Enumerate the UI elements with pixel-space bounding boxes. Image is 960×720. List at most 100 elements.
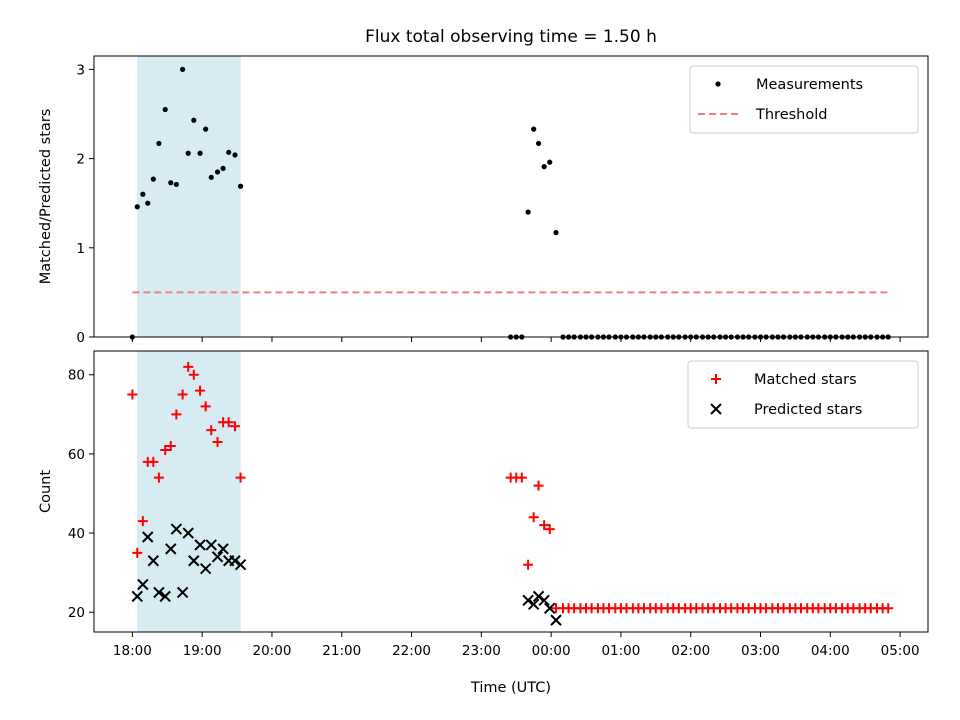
data-point: [177, 389, 188, 400]
data-point: [205, 539, 217, 551]
data-point: [535, 140, 542, 147]
y-tick-label: 80: [68, 368, 85, 384]
data-point: [547, 159, 553, 165]
data-point: [533, 480, 544, 491]
data-point: [142, 531, 154, 543]
data-point: [528, 512, 539, 523]
data-point: [553, 230, 559, 236]
data-point: [235, 472, 246, 483]
data-point: [176, 586, 189, 599]
y-tick-label: 2: [76, 152, 85, 168]
data-point: [539, 520, 550, 531]
x-tick-label: 05:00: [881, 643, 920, 659]
data-point: [188, 555, 200, 567]
legend-label: Predicted stars: [754, 402, 862, 418]
data-point: [127, 389, 138, 400]
y-axis-label: Matched/Predicted stars: [38, 109, 54, 285]
y-tick-label: 60: [68, 447, 85, 463]
x-axis-label: Time (UTC): [470, 680, 551, 696]
data-point: [147, 555, 160, 567]
data-point: [217, 543, 229, 555]
x-tick-label: 18:00: [113, 643, 152, 659]
data-point: [180, 66, 186, 72]
data-point: [220, 165, 226, 171]
data-point: [523, 559, 534, 570]
y-tick-label: 1: [76, 241, 85, 257]
x-tick-label: 01:00: [601, 643, 640, 659]
data-point: [211, 551, 224, 563]
series-predicted-stars: [131, 523, 562, 626]
data-point: [170, 523, 183, 535]
legend-box: [687, 360, 919, 429]
data-point: [544, 602, 556, 614]
legend-label: Threshold: [755, 107, 827, 123]
data-point: [214, 169, 221, 175]
data-point: [516, 472, 527, 483]
data-point: [550, 614, 562, 626]
data-point: [234, 559, 247, 571]
data-point: [538, 594, 550, 607]
data-point: [153, 586, 165, 599]
axes-frame: [93, 350, 929, 633]
x-tick-label: 21:00: [322, 643, 361, 659]
legend-label: Measurements: [756, 77, 863, 93]
data-point: [883, 603, 894, 614]
data-point: [223, 417, 234, 428]
data-point: [203, 126, 209, 132]
legend-marker: [710, 403, 722, 415]
bottom-panel: 20 40 60 80 18:00 19:00 20:00 21:00 22:00 23:00 00…: [38, 350, 929, 696]
data-point: [229, 555, 241, 567]
data-point: [194, 539, 206, 551]
x-tick-label: 23:00: [462, 643, 501, 659]
x-tick-label: 04:00: [811, 643, 850, 659]
y-tick-label: 0: [76, 330, 85, 346]
data-point: [159, 590, 171, 603]
y-tick-label: 40: [68, 526, 85, 542]
data-point: [200, 401, 211, 412]
x-tick-label: 03:00: [741, 643, 780, 659]
legend-label: Matched stars: [754, 372, 857, 388]
y-tick-label: 3: [76, 62, 85, 78]
data-point: [137, 516, 148, 527]
data-point: [199, 562, 212, 575]
data-point: [237, 183, 244, 189]
legend-box: [689, 65, 919, 134]
legend-marker: [711, 374, 721, 384]
data-point: [232, 152, 238, 158]
data-point: [171, 409, 182, 420]
legend-marker: [715, 81, 721, 87]
data-point: [131, 590, 143, 603]
data-point: [195, 385, 206, 396]
data-point: [183, 361, 194, 372]
data-point: [188, 369, 199, 380]
data-point: [168, 180, 174, 186]
x-tick-label: 19:00: [183, 643, 222, 659]
data-point: [532, 590, 545, 603]
y-tick-label: 20: [68, 605, 85, 621]
x-tick-label: 20:00: [253, 643, 292, 659]
data-point: [185, 150, 191, 156]
data-point: [212, 437, 223, 448]
data-point: [140, 191, 146, 197]
data-point: [162, 106, 168, 113]
top-panel: 0 1 2 3 Matched/Predicted stars Flux total ob…: [38, 27, 929, 346]
data-point: [134, 204, 140, 210]
shaded-span: [137, 56, 241, 337]
x-tick-label: 02:00: [671, 643, 710, 659]
data-point: [165, 440, 176, 451]
data-point: [206, 425, 217, 436]
series-matched-stars: [127, 361, 894, 614]
chart-title: Flux total observing time = 1.50 h: [365, 27, 657, 47]
data-point: [544, 524, 555, 535]
data-point: [132, 547, 143, 558]
data-point: [541, 164, 547, 170]
data-point: [160, 444, 171, 455]
data-point: [153, 472, 164, 483]
x-tick-label: 00:00: [532, 643, 571, 659]
data-point: [173, 181, 179, 188]
data-point: [150, 176, 156, 182]
data-point: [229, 421, 240, 432]
data-point: [226, 149, 232, 155]
y-axis-label: Count: [38, 470, 54, 513]
